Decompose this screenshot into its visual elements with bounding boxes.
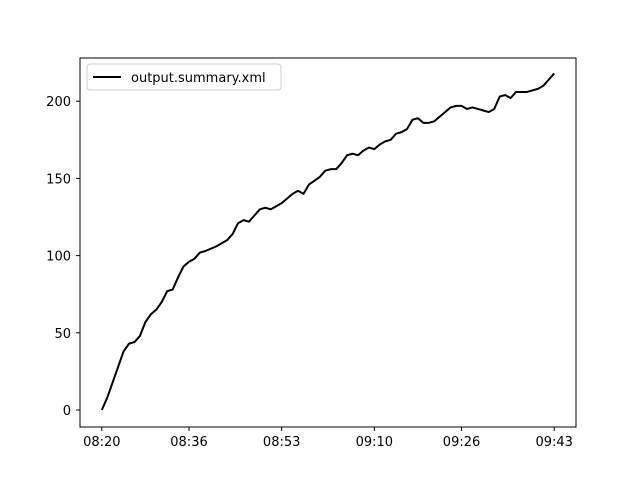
y-tick-label: 150 (46, 172, 71, 187)
series-layer (100, 72, 555, 411)
x-tick-label: 09:26 (443, 435, 480, 450)
x-tick-label: 09:43 (535, 435, 572, 450)
x-tick-label: 08:36 (170, 435, 207, 450)
plot-frame (79, 57, 577, 428)
legend-box (86, 63, 282, 91)
x-tick-label: 08:20 (83, 435, 120, 450)
x-tick-label: 08:53 (263, 435, 300, 450)
y-tick-label: 0 (63, 404, 71, 419)
y-axis: 0 50 100 150 200 (46, 95, 80, 419)
y-tick-label: 100 (46, 250, 71, 265)
series-line-0 (100, 72, 555, 411)
x-tick-label: 09:10 (356, 435, 393, 450)
y-tick-label: 200 (46, 95, 71, 110)
legend-label: output.summary.xml (131, 71, 266, 86)
legend: output.summary.xml (86, 63, 282, 91)
y-tick-label: 50 (54, 327, 71, 342)
x-axis: 08:20 08:36 08:53 09:10 09:26 09:43 (83, 427, 573, 450)
